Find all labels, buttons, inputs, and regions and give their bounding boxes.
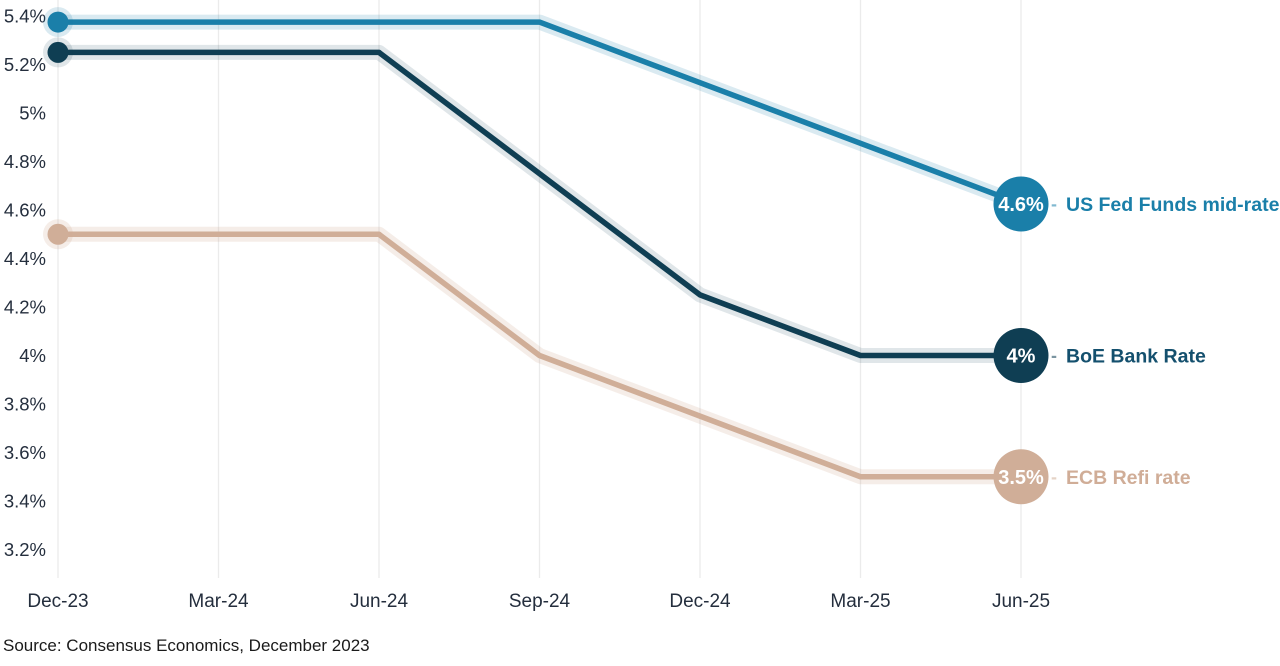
y-axis-label: 5.2%: [4, 54, 46, 75]
us-fed-funds-line: [55, 19, 1024, 207]
y-axis-label: 4.4%: [4, 248, 46, 269]
source-attribution: Source: Consensus Economics, December 20…: [3, 636, 370, 655]
x-axis-label: Mar-25: [830, 591, 890, 612]
us-fed-funds-badge-value: 4.6%: [998, 194, 1044, 216]
y-axis-label: 4.6%: [4, 200, 46, 221]
boe-bank-rate-line: [55, 49, 1024, 359]
chart-canvas: Dec-23 Mar-24 Jun-24 Sep-24 Dec-24 Mar-25 Jun-…: [4, 0, 1280, 612]
us-fed-funds-series-label: US Fed Funds mid-rate: [1066, 194, 1280, 216]
boe-bank-rate-label-dash: -: [1051, 346, 1057, 366]
x-axis-label: Jun-25: [992, 591, 1050, 612]
ecb-refi-rate-label-dash: -: [1051, 467, 1057, 487]
x-axis-label: Dec-23: [27, 591, 88, 612]
boe-bank-rate-end-badge: [993, 328, 1049, 383]
y-axis-label: 3.4%: [4, 491, 46, 512]
us-fed-funds-start-dot: [47, 11, 69, 33]
ecb-refi-rate-series-label: ECB Refi rate: [1066, 467, 1191, 489]
x-axis-label: Jun-24: [350, 591, 409, 612]
x-axis-label: Mar-24: [188, 591, 249, 612]
y-axis-label: 5%: [19, 103, 46, 124]
us-fed-funds-end-badge: [993, 176, 1049, 232]
y-axis-label: 4%: [19, 345, 46, 366]
ecb-refi-rate-line: [55, 231, 1024, 480]
x-axis-label: Dec-24: [669, 591, 731, 612]
y-axis-label: 4.8%: [4, 151, 46, 172]
ecb-refi-rate-end-badge: [993, 449, 1049, 505]
boe-bank-rate-start-dot: [47, 41, 69, 63]
boe-bank-rate-badge-value: 4%: [1007, 346, 1036, 368]
boe-bank-rate-series-label: BoE Bank Rate: [1066, 346, 1206, 368]
x-axis-label: Sep-24: [509, 591, 571, 612]
y-axis-label: 3.8%: [4, 394, 46, 415]
ecb-refi-rate-badge-value: 3.5%: [998, 467, 1044, 489]
y-axis-label: 4.2%: [4, 297, 46, 318]
us-fed-funds-label-dash: -: [1051, 194, 1057, 214]
y-axis-label: 3.2%: [4, 539, 46, 560]
ecb-refi-rate-start-dot: [47, 223, 69, 245]
y-axis-label: 3.6%: [4, 442, 46, 463]
y-axis-label: 5.4%: [4, 6, 46, 27]
